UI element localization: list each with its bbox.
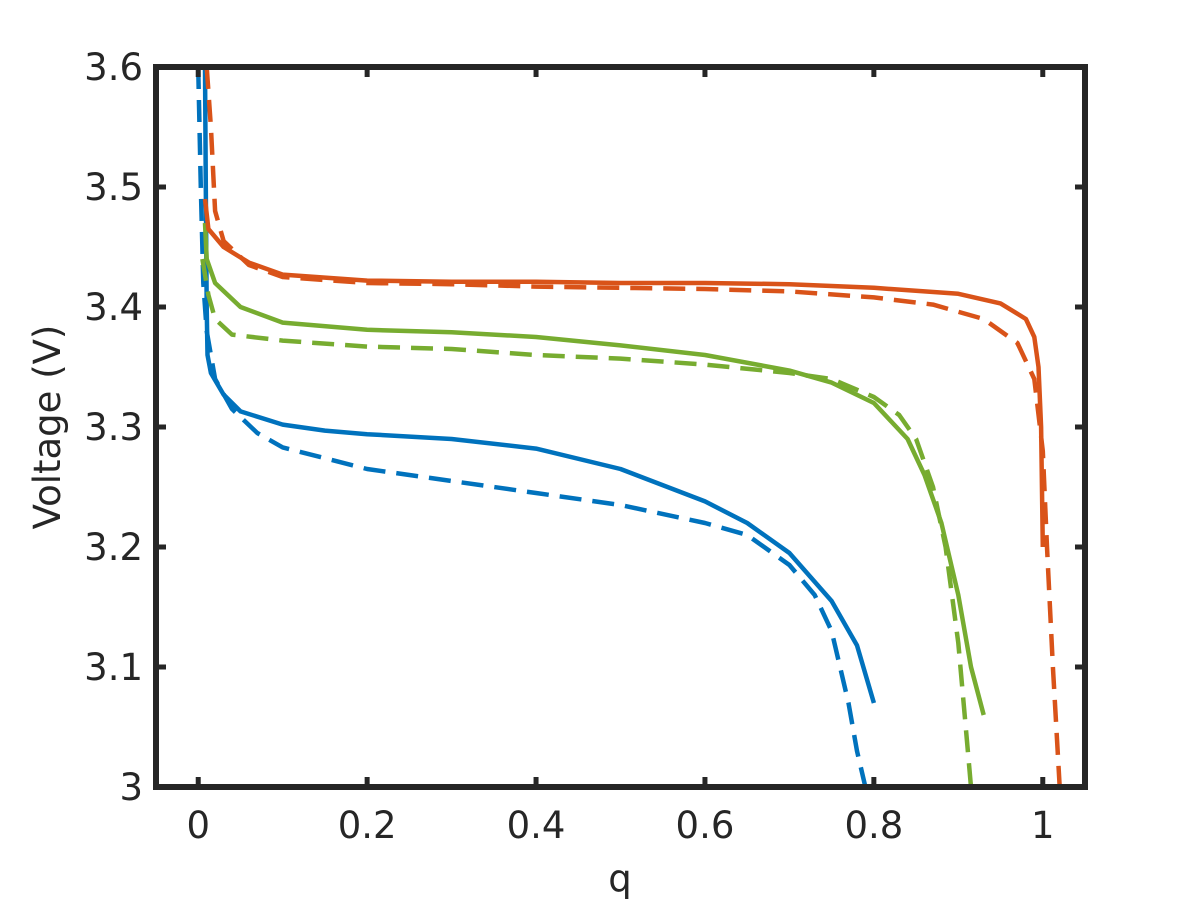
y-tick-label: 3 xyxy=(119,766,143,809)
series-line-6 xyxy=(204,67,1062,787)
tick-layer: 0 0.2 0.4 0.6 0.8 1 3 3.1 3.2 3.3 3.4 3.5 3.6 xyxy=(84,46,1085,847)
y-tick-label: 3.1 xyxy=(84,646,143,689)
y-tick-label: 3.6 xyxy=(84,46,143,89)
x-axis-label: q xyxy=(608,857,632,900)
series-line-5 xyxy=(202,198,1046,548)
x-tick-label: 1 xyxy=(1031,804,1055,847)
x-tick-label: 0.6 xyxy=(676,804,735,847)
y-tick-label: 3.4 xyxy=(84,286,143,329)
x-tick-label: 0.2 xyxy=(338,804,397,847)
series-layer xyxy=(195,67,1062,787)
y-tick-label: 3.5 xyxy=(84,166,143,209)
x-tick-label: 0 xyxy=(186,804,210,847)
y-tick-label: 3.2 xyxy=(84,526,143,569)
series-line-1 xyxy=(202,67,877,704)
y-tick-label: 3.3 xyxy=(84,406,143,449)
series-line-4 xyxy=(200,258,974,787)
series-line-2 xyxy=(195,67,868,787)
x-tick-label: 0.4 xyxy=(507,804,566,847)
y-axis-label: Voltage (V) xyxy=(26,325,69,530)
x-tick-label: 0.8 xyxy=(844,804,903,847)
series-line-3 xyxy=(202,222,986,716)
